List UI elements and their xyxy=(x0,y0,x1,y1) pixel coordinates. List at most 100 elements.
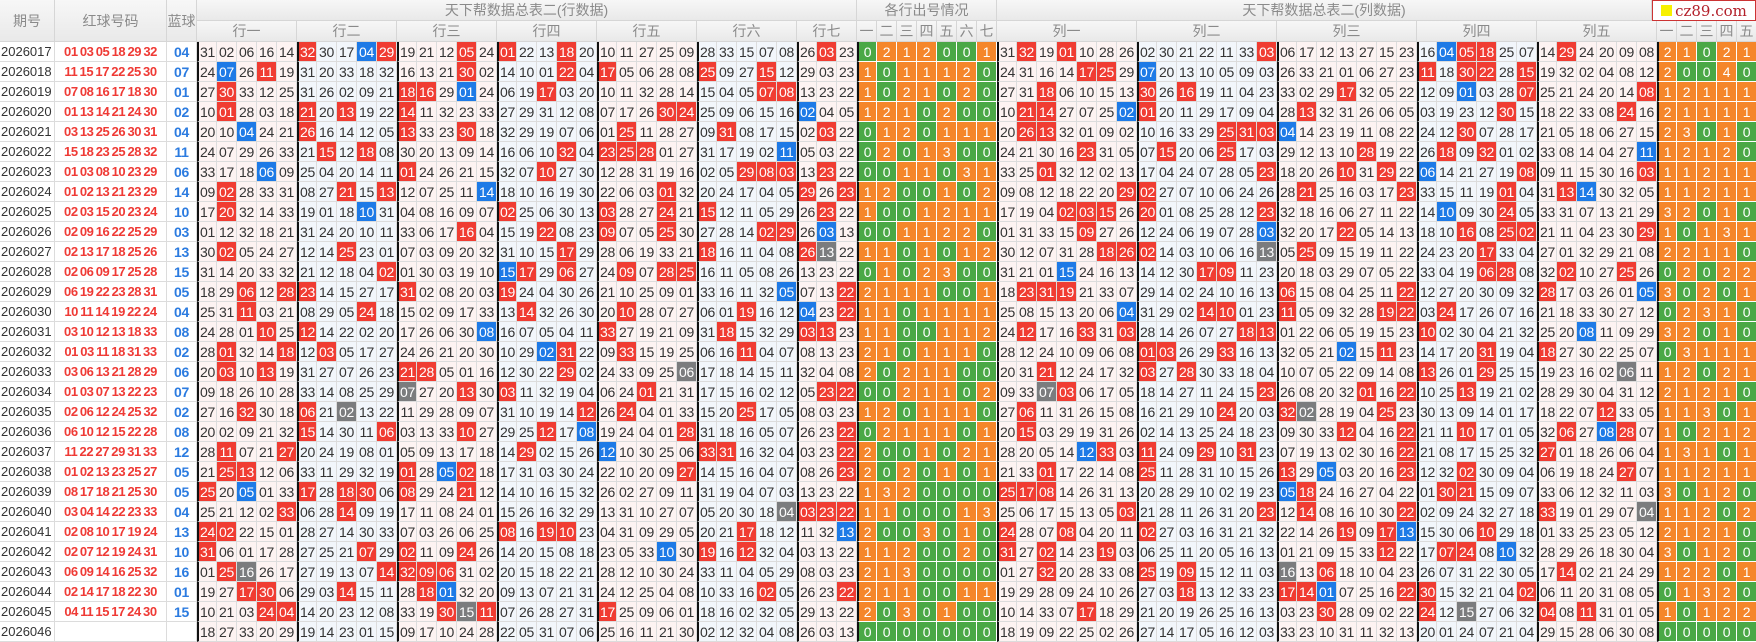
row-group-cell: 09 xyxy=(417,562,437,582)
row-group-cell: 17 xyxy=(197,202,217,222)
row-group-cell: 09 xyxy=(357,82,377,102)
row-group-cell: 08 xyxy=(777,82,797,102)
row-count-cell: 0 xyxy=(897,522,917,542)
row-group-cell: 21 xyxy=(257,422,277,442)
col-group-cell: 21 xyxy=(1557,82,1577,102)
row-group-cell: 14 xyxy=(317,242,337,262)
col-group-cell: 12 xyxy=(1057,362,1077,382)
col-group-cell: 09 xyxy=(1437,82,1457,102)
row-group-cell: 06 xyxy=(657,602,677,622)
row-group-cell: 18 xyxy=(477,122,497,142)
row-count-cell: 1 xyxy=(977,302,997,322)
row-group-cell: 12 xyxy=(777,382,797,402)
col-group-cell: 18 xyxy=(1037,82,1057,102)
row-group-cell: 27 xyxy=(277,242,297,262)
row-group-cell: 25 xyxy=(217,562,237,582)
col-group-cell: 25 xyxy=(1077,622,1097,642)
header-row-count: 七 xyxy=(977,21,997,42)
col-group-cell: 32 xyxy=(1337,302,1357,322)
col-group-cell: 18 xyxy=(1237,422,1257,442)
col-group-cell: 23 xyxy=(1397,342,1417,362)
col-group-cell: 29 xyxy=(1637,562,1657,582)
row-group-cell: 25 xyxy=(677,342,697,362)
row-group-cell: 24 xyxy=(617,382,637,402)
row-group-cell: 27 xyxy=(377,342,397,362)
col-group-cell: 27 xyxy=(1097,222,1117,242)
col-count-cell: 0 xyxy=(1737,242,1756,262)
row-group-cell: 17 xyxy=(337,42,357,62)
col-group-cell: 12 xyxy=(1217,582,1237,602)
col-group-cell: 31 xyxy=(1057,242,1077,262)
row-group-cell: 04 xyxy=(557,322,577,342)
row-group-cell: 11 xyxy=(397,402,417,422)
row-group-cell: 20 xyxy=(717,502,737,522)
col-group-cell: 20 xyxy=(1457,242,1477,262)
col-group-cell: 14 xyxy=(1157,282,1177,302)
row-group-cell: 20 xyxy=(577,82,597,102)
col-group-cell: 22 xyxy=(1477,562,1497,582)
col-group-cell: 23 xyxy=(1397,402,1417,422)
col-group-cell: 15 xyxy=(1337,242,1357,262)
row-group-cell: 11 xyxy=(457,182,477,202)
col-group-cell: 33 xyxy=(1237,582,1257,602)
col-group-cell: 12 xyxy=(1577,482,1597,502)
row-group-cell: 10 xyxy=(537,162,557,182)
row-count-cell: 0 xyxy=(977,482,997,502)
row-group-cell: 26 xyxy=(357,362,377,382)
col-group-cell: 23 xyxy=(1457,102,1477,122)
row-group-cell: 17 xyxy=(537,82,557,102)
row-group-cell: 09 xyxy=(637,602,657,622)
row-group-cell: 28 xyxy=(657,82,677,102)
row-count-cell: 0 xyxy=(917,102,937,122)
row-group-cell: 30 xyxy=(577,182,597,202)
row-group-cell: 22 xyxy=(557,562,577,582)
col-group-cell: 13 xyxy=(1257,542,1277,562)
row-group-cell: 19 xyxy=(597,422,617,442)
col-group-cell: 05 xyxy=(1637,602,1657,622)
col-group-cell: 11 xyxy=(1557,162,1577,182)
row-group-cell: 10 xyxy=(637,562,657,582)
row-group-cell: 06 xyxy=(537,202,557,222)
col-group-cell: 33 xyxy=(1537,202,1557,222)
row-group-cell: 10 xyxy=(697,582,717,602)
row-group-cell: 31 xyxy=(697,422,717,442)
col-group-cell: 31 xyxy=(1597,582,1617,602)
row-group-cell: 18 xyxy=(337,202,357,222)
col-group-cell: 19 xyxy=(1017,202,1037,222)
col-group-cell: 12 xyxy=(1297,142,1317,162)
row-count-cell: 0 xyxy=(897,442,917,462)
issue-number: 2026017 xyxy=(0,42,55,62)
row-group-cell: 06 xyxy=(617,182,637,202)
col-group-cell: 03 xyxy=(1317,262,1337,282)
blue-ball: 14 xyxy=(167,182,197,202)
col-group-cell: 07 xyxy=(1437,542,1457,562)
row-group-cell: 32 xyxy=(757,442,777,462)
row-group-cell: 20 xyxy=(217,482,237,502)
row-group-cell: 20 xyxy=(297,442,317,462)
col-group-cell: 03 xyxy=(1337,462,1357,482)
col-group-cell: 28 xyxy=(1217,202,1237,222)
header-row-group: 行七 xyxy=(797,21,857,42)
col-group-cell: 18 xyxy=(1057,182,1077,202)
row-count-cell: 2 xyxy=(857,522,877,542)
col-group-cell: 13 xyxy=(1257,322,1277,342)
header-col-group: 列五 xyxy=(1537,21,1657,42)
row-group-cell: 21 xyxy=(337,182,357,202)
row-group-cell: 22 xyxy=(837,422,857,442)
col-group-cell: 09 xyxy=(1277,422,1297,442)
issue-number: 2026041 xyxy=(0,522,55,542)
row-group-cell: 14 xyxy=(497,442,517,462)
col-count-cell: 3 xyxy=(1657,542,1677,562)
row-count-cell: 2 xyxy=(897,122,917,142)
row-group-cell: 06 xyxy=(697,302,717,322)
site-logo[interactable]: cz89.com xyxy=(1652,0,1756,21)
row-group-cell: 09 xyxy=(657,482,677,502)
row-group-cell: 24 xyxy=(617,402,637,422)
row-group-cell: 15 xyxy=(497,222,517,242)
col-group-cell: 16 xyxy=(1237,282,1257,302)
row-group-cell: 16 xyxy=(757,302,777,322)
col-group-cell: 24 xyxy=(1217,382,1237,402)
row-group-cell: 27 xyxy=(217,582,237,602)
col-group-cell: 11 xyxy=(1037,402,1057,422)
row-group-cell: 19 xyxy=(417,602,437,622)
